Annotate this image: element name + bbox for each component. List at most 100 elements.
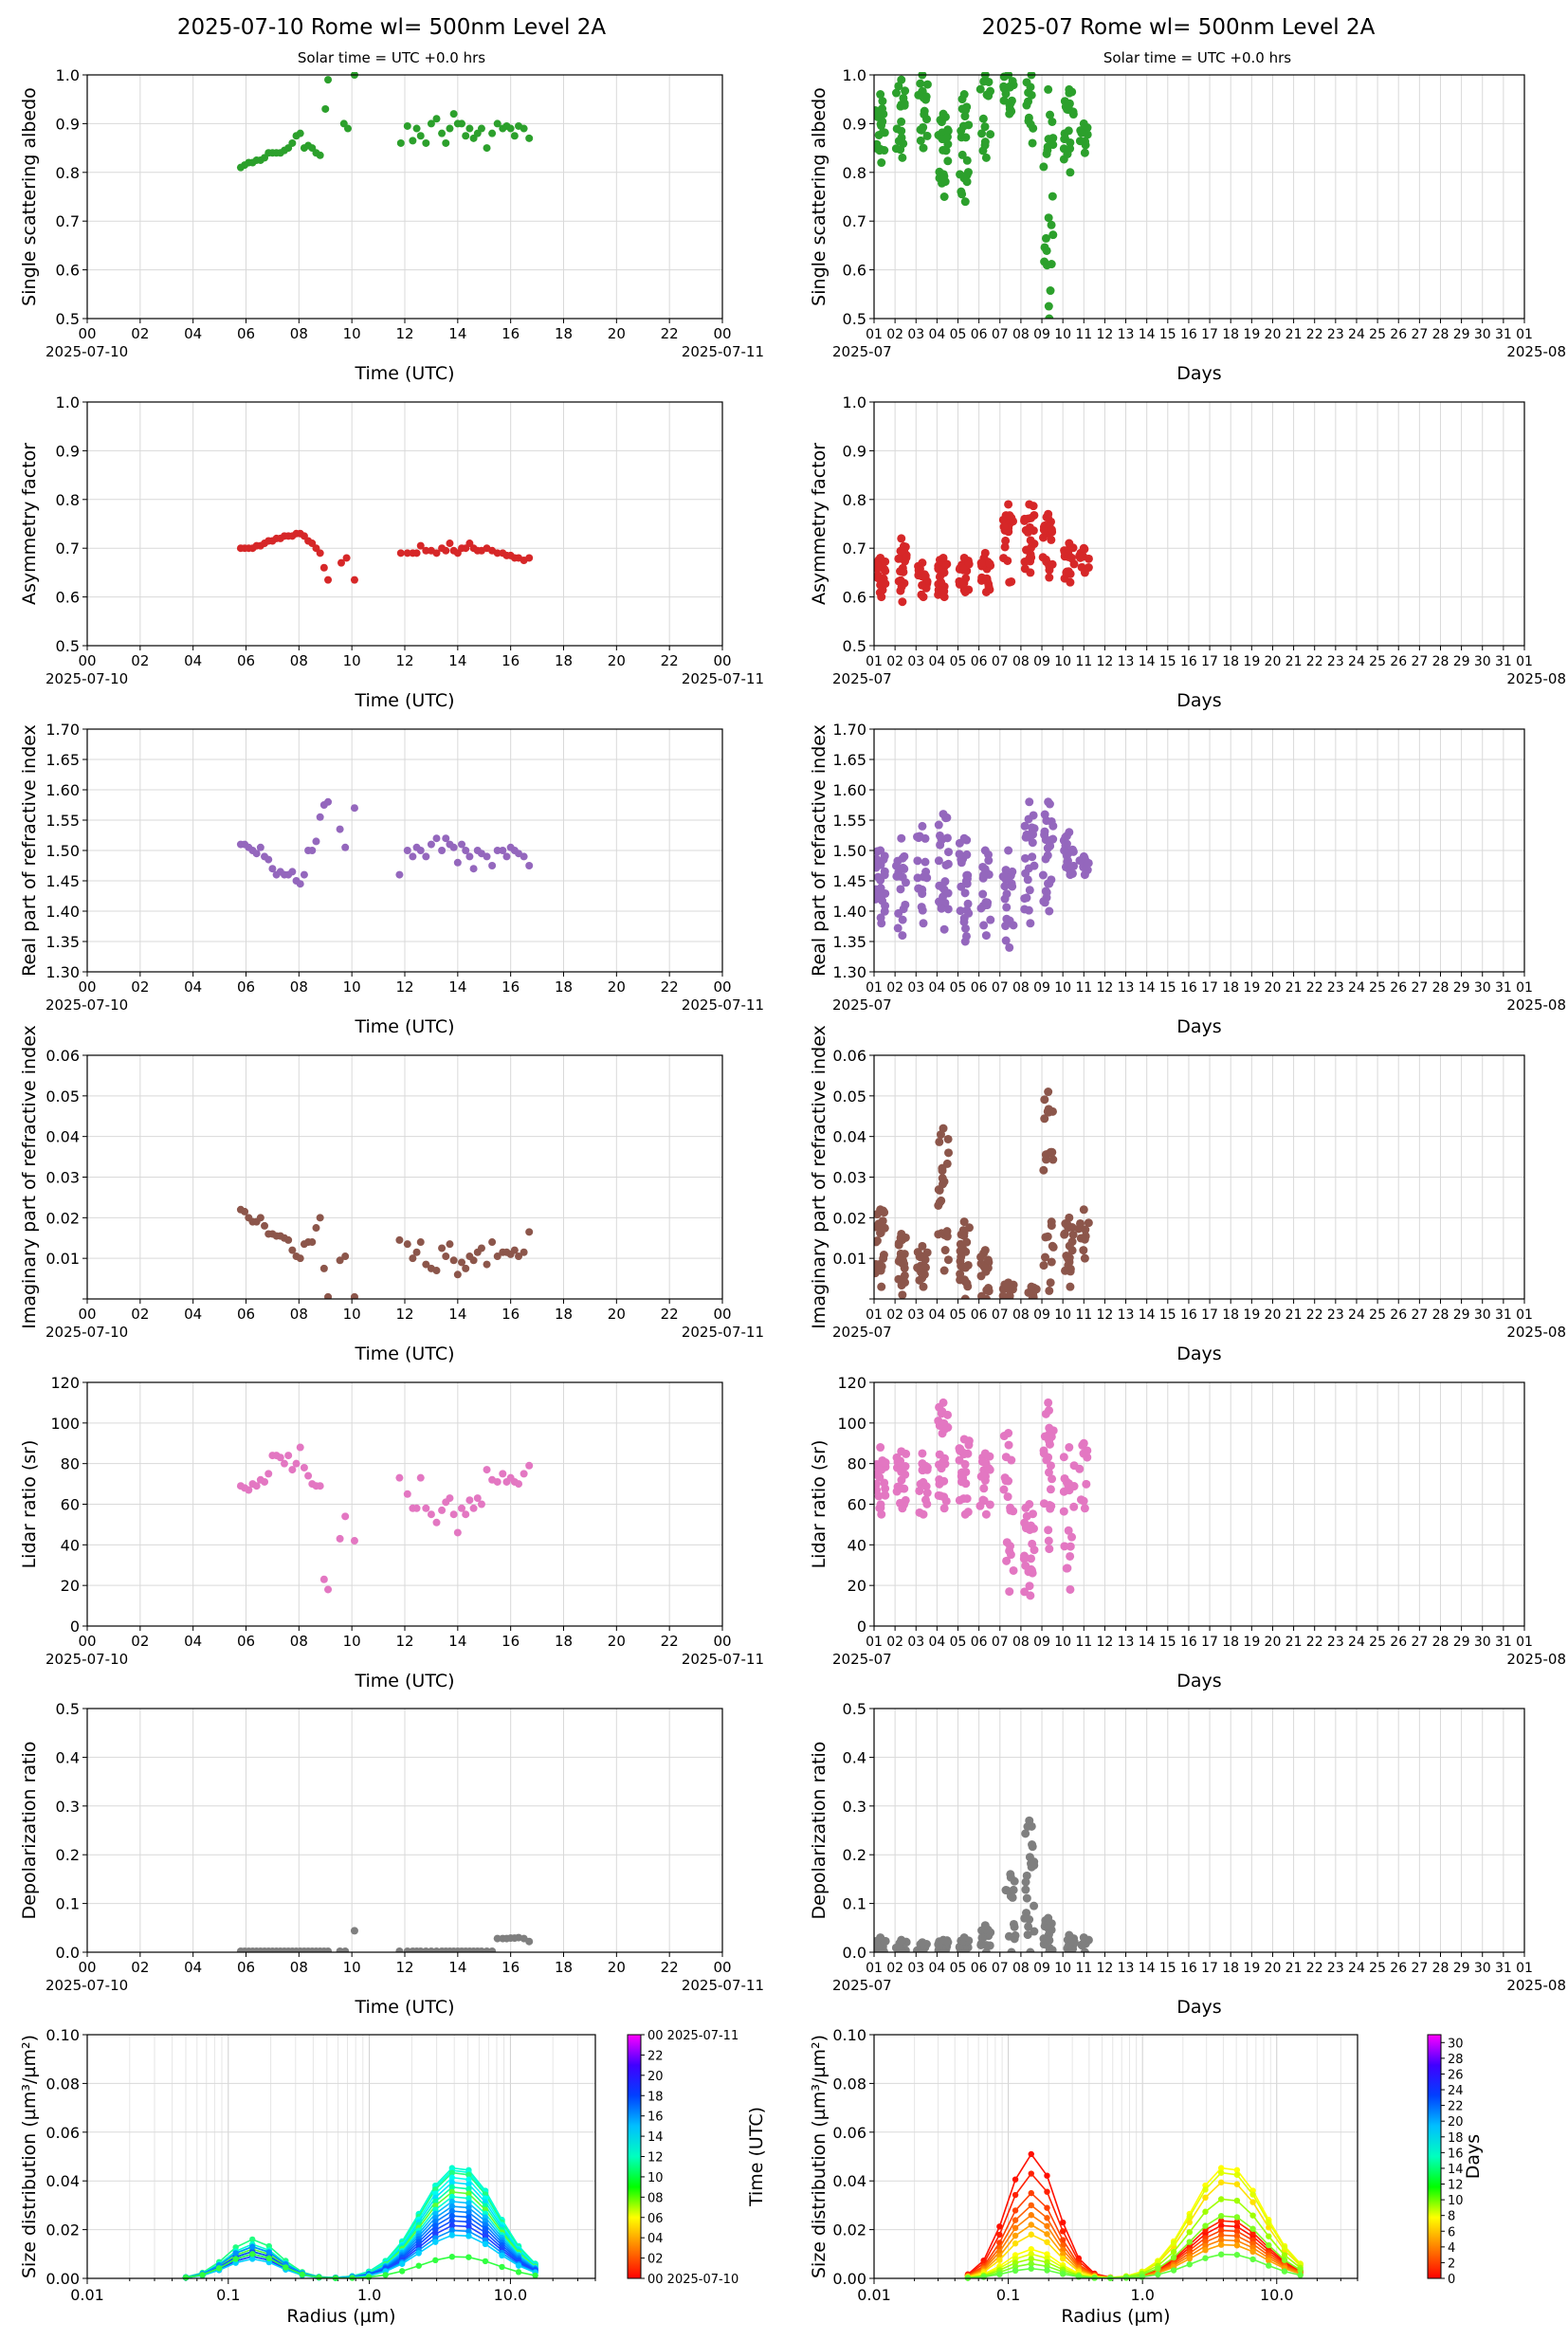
x-tick-label: 26 [1390,1307,1407,1323]
x-tick-label: 04 [184,1959,202,1976]
data-point [1002,889,1012,899]
data-point [422,138,430,147]
data-point [919,1282,928,1291]
data-point [312,837,320,846]
data-point [1042,816,1051,826]
y-tick-label: 20 [848,1577,866,1595]
data-point [1045,1436,1054,1446]
y-tick-label: 1.55 [832,812,866,830]
data-point [1044,1468,1053,1477]
data-point [900,1271,909,1280]
series-marker [1266,2233,1272,2239]
data-point [1045,1423,1054,1433]
data-point [442,834,450,843]
y-tick-label: 80 [848,1455,866,1473]
data-point [877,593,886,602]
series-marker [1202,2222,1209,2229]
data-point [412,124,421,133]
y-tick-label: 0.10 [832,2026,866,2044]
data-point [252,1482,261,1490]
series-marker [1217,2241,1225,2248]
data-point [284,1452,293,1460]
y-axis-label: Imaginary part of refractive index [809,1025,830,1329]
x-tick-label: 28 [1432,980,1449,996]
series-marker [465,2223,472,2230]
data-point [976,1252,986,1262]
data-point [1066,577,1075,587]
y-tick-label: 0.00 [832,2270,866,2288]
colorbar-tick-label: 20 [647,2070,664,2084]
data-point [1048,117,1057,126]
data-point [1005,1546,1014,1556]
data-point [897,582,906,592]
data-point [981,1947,991,1952]
x-tick-label: 14 [448,1633,466,1650]
data-point [900,1278,909,1288]
plot-frame [873,2034,1358,2279]
data-point [1026,1947,1035,1952]
data-point [880,1223,889,1233]
x-tick-label: 03 [907,1307,924,1323]
series-marker [249,2243,256,2250]
x-tick-label: 05 [950,654,967,669]
series-marker [1012,2191,1019,2199]
data-point [1047,1257,1056,1267]
data-point [943,888,953,898]
x-end-date-label: 2025-08 [1506,996,1566,1014]
data-point [1045,906,1054,916]
data-point [1043,850,1052,860]
y-axis-label: Size distribution (µm³/µm²) [809,2035,830,2278]
series-marker [482,2240,489,2248]
data-point [449,1510,458,1519]
x-tick-label: 23 [1327,1961,1344,1976]
x-tick-label: 29 [1453,327,1470,342]
data-point [316,1214,324,1222]
x-tick-label: 23 [1327,1635,1344,1650]
data-point [409,852,417,861]
x-tick-label: 24 [1348,327,1365,342]
data-point [1045,1947,1054,1952]
data-point [901,878,910,887]
data-point [1025,886,1034,895]
data-point [981,898,991,907]
data-point [940,877,950,887]
x-tick-label: 17 [1201,1961,1218,1976]
data-point [939,1398,948,1407]
data-point [892,871,902,881]
x-tick-label: 19 [1243,654,1260,669]
y-tick-label: 0.7 [843,539,866,558]
series-marker [199,2272,206,2278]
series-curve [182,2251,538,2281]
x-end-date-label: 2025-07-11 [682,1651,764,1668]
x-axis-label: Time (UTC) [354,1016,454,1037]
data-point [959,1933,969,1943]
data-point [999,83,1009,93]
plot-frame [86,1708,723,1953]
data-point [1045,1935,1054,1945]
data-point [1044,84,1053,94]
data-point [943,156,953,166]
plot-frame [86,728,723,973]
data-point [458,1504,466,1512]
series-marker [1044,2231,1050,2238]
data-point [1029,811,1038,820]
x-tick-label: 18 [1222,327,1239,342]
data-point [319,1575,328,1583]
data-point [296,1443,304,1452]
data-point [960,923,970,933]
x-tick-label: 10 [1054,327,1071,342]
data-point [959,1217,969,1227]
data-point [980,1264,990,1273]
data-point [891,88,901,98]
x-tick-label: 00 [713,325,731,342]
data-point [918,1459,927,1469]
x-tick-label: 13 [1118,1961,1135,1976]
x-tick-label: 02 [131,978,149,996]
series-marker [1155,2265,1161,2272]
x-axis-label: Days [1176,363,1221,384]
data-point [1020,1913,1030,1923]
data-point [1046,110,1055,119]
y-tick-label: 1.65 [832,751,866,769]
